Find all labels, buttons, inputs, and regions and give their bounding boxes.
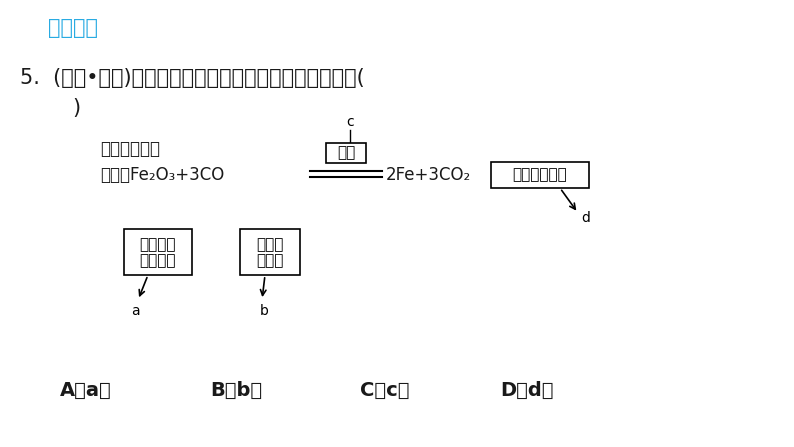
Text: 发生还: 发生还 [256,237,283,253]
Text: ): ) [20,98,81,118]
Text: 主要成分: 主要成分 [140,253,176,269]
Text: a: a [131,304,139,318]
FancyBboxPatch shape [240,229,300,275]
Text: 2Fe+3CO₂: 2Fe+3CO₂ [386,166,472,184]
Text: 课堂导练: 课堂导练 [48,18,98,38]
Text: B．b处: B．b处 [210,380,262,400]
Text: D．d处: D．d处 [500,380,553,400]
Text: A．a处: A．a处 [60,380,112,400]
Text: 不是置换反应: 不是置换反应 [513,168,568,182]
Text: 5.  (中考•重庆)小明笔记中有一处错误，你认为是图中的(: 5. (中考•重庆)小明笔记中有一处错误，你认为是图中的( [20,68,364,88]
Text: b: b [260,304,268,318]
Text: c: c [346,115,354,129]
Text: 一、铁的冶炼: 一、铁的冶炼 [100,140,160,158]
Text: 原理：Fe₂O₃+3CO: 原理：Fe₂O₃+3CO [100,166,224,184]
FancyBboxPatch shape [326,143,366,163]
Text: 原反应: 原反应 [256,253,283,269]
FancyBboxPatch shape [124,229,192,275]
Text: 高温: 高温 [337,146,355,160]
Text: C．c处: C．c处 [360,380,410,400]
Text: 赤铁矿的: 赤铁矿的 [140,237,176,253]
Text: d: d [581,211,590,225]
FancyBboxPatch shape [491,162,589,188]
